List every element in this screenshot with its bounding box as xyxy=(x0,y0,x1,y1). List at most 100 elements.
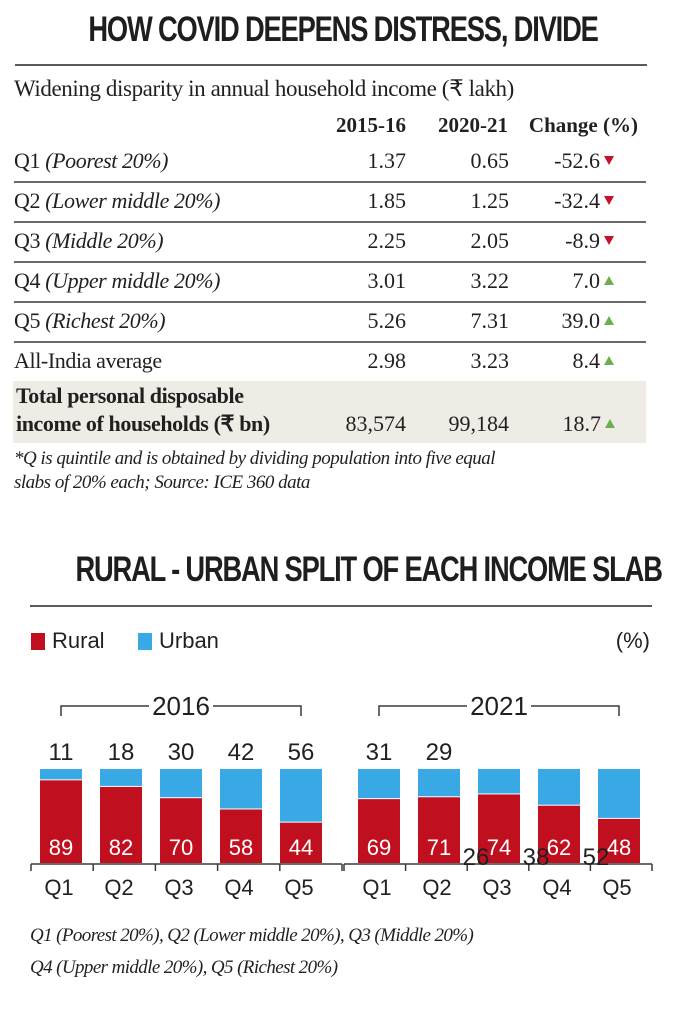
bar-rural xyxy=(100,786,142,863)
bar-rural xyxy=(280,822,322,863)
headline: HOW COVID DEEPENS DISTRESS, DIVIDE xyxy=(88,10,599,49)
row-value-2015-16: 2.25 xyxy=(367,228,407,253)
column-header-change: Change (%) xyxy=(528,113,638,137)
footnote-line-2: slabs of 20% each; Source: ICE 360 data xyxy=(14,472,310,493)
row-value-change: -52.6 xyxy=(554,148,600,173)
down-arrow-icon xyxy=(604,196,614,205)
total-row: Total personal disposable income of hous… xyxy=(13,381,646,443)
row-divider xyxy=(14,341,646,343)
row-divider xyxy=(14,301,646,303)
row-value-2020-21: 1.25 xyxy=(470,188,510,213)
row-quintile-detail: (Lower middle 20%) xyxy=(45,188,221,213)
row-value-2015-16: 2.98 xyxy=(367,348,407,373)
bar-urban xyxy=(538,769,580,805)
legend-swatch-rural xyxy=(31,633,45,650)
table-row: Q3 (Middle 20%) 2.25 2.05 -8.9 xyxy=(14,223,646,263)
bar-rural xyxy=(538,805,580,863)
table-row: Q5 (Richest 20%) 5.26 7.31 39.0 xyxy=(14,303,646,343)
urban-value-label: 29 xyxy=(426,739,453,766)
bar-rural xyxy=(40,780,82,863)
up-arrow-icon xyxy=(604,276,614,285)
rural-value-label: 71 xyxy=(427,835,451,860)
row-value-2020-21: 2.05 xyxy=(470,228,510,253)
row-quintile: Q2 xyxy=(14,188,41,213)
row-divider xyxy=(14,181,646,183)
down-arrow-icon xyxy=(604,156,614,165)
total-row-label-line1: Total personal disposable xyxy=(16,383,244,408)
rural-value-label: 74 xyxy=(487,835,511,860)
row-value-2015-16: 1.85 xyxy=(367,188,407,213)
down-arrow-icon xyxy=(604,236,614,245)
bar-rural xyxy=(418,797,460,863)
category-tick-label: Q5 xyxy=(602,875,631,900)
chart-title: RURAL - URBAN SPLIT OF EACH INCOME SLAB xyxy=(75,550,662,589)
row-label: Q5 (Richest 20%) xyxy=(14,308,166,334)
unit-label: (%) xyxy=(615,628,650,653)
urban-value-label: 18 xyxy=(108,739,135,766)
total-row-2020-21: 99,184 xyxy=(448,411,510,436)
row-quintile: Q1 xyxy=(14,148,41,173)
row-value-2015-16: 5.26 xyxy=(367,308,407,333)
urban-value-label: 26 xyxy=(463,844,490,871)
bar-rural xyxy=(358,799,400,863)
row-quintile: Q5 xyxy=(14,308,41,333)
row-label: Q1 (Poorest 20%) xyxy=(14,148,169,174)
row-quintile-detail: (Richest 20%) xyxy=(45,308,166,333)
urban-value-label: 42 xyxy=(228,739,255,766)
footnote-line-1: *Q is quintile and is obtained by dividi… xyxy=(14,448,496,469)
rural-value-label: 69 xyxy=(367,835,391,860)
urban-value-label: 31 xyxy=(366,739,393,766)
table-subtitle: Widening disparity in annual household i… xyxy=(14,76,514,101)
table-row: Q4 (Upper middle 20%) 3.01 3.22 7.0 xyxy=(14,263,646,303)
rural-value-label: 89 xyxy=(49,835,73,860)
rural-value-label: 58 xyxy=(229,835,253,860)
category-tick-label: Q2 xyxy=(422,875,451,900)
group-label: 2016 xyxy=(152,691,210,721)
legend-label-urban: Urban xyxy=(159,628,219,653)
group-label: 2021 xyxy=(470,691,528,721)
row-divider xyxy=(14,261,646,263)
urban-value-label: 38 xyxy=(523,844,550,871)
row-value-change: 39.0 xyxy=(561,308,601,333)
group-bracket xyxy=(378,705,620,716)
table-footnote: *Q is quintile and is obtained by dividi… xyxy=(14,447,674,495)
urban-value-label: 52 xyxy=(583,844,610,871)
row-label: Q2 (Lower middle 20%) xyxy=(14,188,221,214)
row-value-change: -32.4 xyxy=(554,188,600,213)
total-row-label-line2: income of households (₹ bn) xyxy=(16,411,270,436)
quintile-note-1: Q1 (Poorest 20%), Q2 (Lower middle 20%),… xyxy=(30,925,474,946)
bar-rural xyxy=(478,794,520,863)
row-value-2020-21: 3.23 xyxy=(470,348,510,373)
table-row: All-India average 2.98 3.23 8.4 xyxy=(14,343,646,383)
rural-value-label: 44 xyxy=(289,835,313,860)
bar-urban xyxy=(358,769,400,799)
row-value-change: -8.9 xyxy=(565,228,600,253)
table-row: Q2 (Lower middle 20%) 1.85 1.25 -32.4 xyxy=(14,183,646,223)
headline-rule xyxy=(15,64,647,66)
bar-urban xyxy=(100,769,142,786)
row-quintile: Q4 xyxy=(14,268,41,293)
up-arrow-icon xyxy=(604,316,614,325)
row-quintile: All-India average xyxy=(14,348,162,373)
up-arrow-icon xyxy=(605,419,615,428)
urban-value-label: 56 xyxy=(288,739,315,766)
legend-label-rural: Rural xyxy=(52,628,105,653)
chart-title-rule xyxy=(30,605,652,607)
bar-rural xyxy=(220,809,262,863)
category-tick-label: Q2 xyxy=(104,875,133,900)
legend-swatch-urban xyxy=(138,633,152,650)
row-value-2020-21: 7.31 xyxy=(470,308,510,333)
category-tick-label: Q1 xyxy=(44,875,73,900)
urban-value-label: 11 xyxy=(49,739,74,766)
category-tick-label: Q5 xyxy=(284,875,313,900)
column-header-2015-16: 2015-16 xyxy=(336,113,406,137)
table-row: Q1 (Poorest 20%) 1.37 0.65 -52.6 xyxy=(14,143,646,183)
row-label: All-India average xyxy=(14,348,162,374)
up-arrow-icon xyxy=(604,356,614,365)
bar-urban xyxy=(40,769,82,780)
total-row-2015-16: 83,574 xyxy=(345,411,407,436)
category-tick-label: Q3 xyxy=(164,875,193,900)
bar-urban xyxy=(280,769,322,822)
row-label: Q4 (Upper middle 20%) xyxy=(14,268,220,294)
row-label: Q3 (Middle 20%) xyxy=(14,228,164,254)
